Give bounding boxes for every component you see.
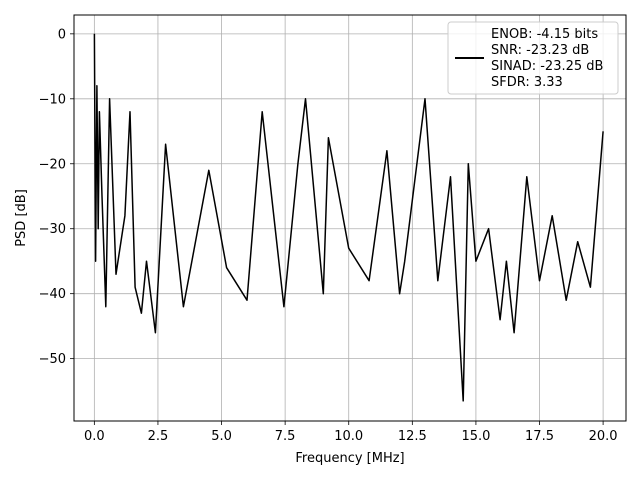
y-tick-label: −10: [39, 92, 66, 107]
x-axis-label: Frequency [MHz]: [295, 451, 404, 466]
x-tick-label: 20.0: [589, 429, 618, 444]
psd-series-line: [93, 33, 604, 402]
y-tick-label: −40: [39, 287, 66, 302]
tick-marks: 0.0 2.5 5.0 7.5 10.0 12.5 15.0 17.5 20.0 0 −10 −20 −…: [39, 27, 618, 444]
legend-box: [447, 21, 619, 95]
x-tick-label: 10.0: [334, 429, 363, 444]
x-tick-label: 0.0: [84, 429, 105, 444]
y-tick-label: −30: [39, 222, 66, 237]
legend-entry-sinad: SINAD: -23.25 dB: [491, 59, 603, 74]
series-group: [93, 33, 604, 402]
x-tick-label: 7.5: [275, 429, 296, 444]
y-tick-label: 0: [58, 27, 66, 42]
y-tick-label: −50: [39, 352, 66, 367]
y-axis-label: PSD [dB]: [14, 189, 29, 247]
legend-entry-sfdr: SFDR: 3.33: [491, 75, 563, 90]
x-tick-label: 5.0: [211, 429, 232, 444]
x-tick-label: 15.0: [461, 429, 490, 444]
legend-entry-enob: ENOB: -4.15 bits: [491, 27, 598, 42]
y-tick-label: −20: [39, 157, 66, 172]
legend-entry-snr: SNR: -23.23 dB: [491, 43, 589, 58]
x-tick-label: 12.5: [398, 429, 427, 444]
x-tick-label: 17.5: [525, 429, 554, 444]
plot-frame: [73, 14, 627, 422]
legend: ENOB: -4.15 bits SNR: -23.23 dB SINAD: -…: [447, 21, 619, 95]
x-tick-label: 2.5: [148, 429, 169, 444]
